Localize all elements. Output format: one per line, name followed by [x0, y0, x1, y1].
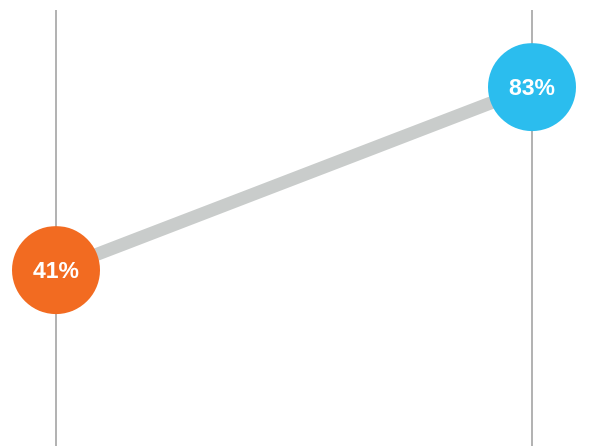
end-value-label: 83%	[509, 74, 555, 100]
start-value-label: 41%	[33, 257, 79, 283]
series-line	[53, 81, 535, 277]
end-point	[488, 43, 576, 132]
start-point	[12, 226, 100, 315]
